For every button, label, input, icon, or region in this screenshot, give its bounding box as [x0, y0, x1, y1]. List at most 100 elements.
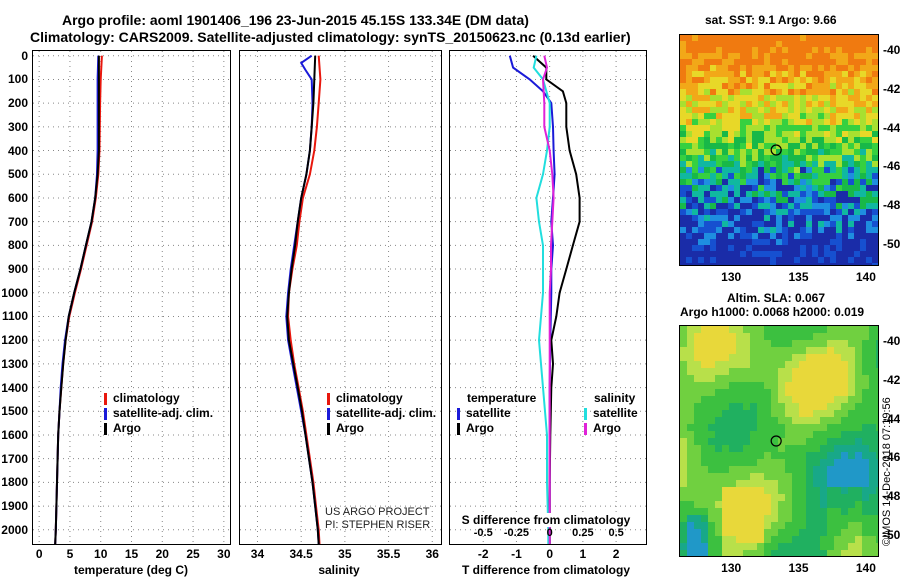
map-cell [764, 83, 771, 90]
map-cell [715, 459, 723, 467]
map-cell [800, 65, 807, 72]
map-cell [834, 389, 842, 397]
map-cell [813, 431, 821, 439]
map-cell [800, 179, 807, 186]
x-tick-label: 35 [338, 547, 352, 561]
map-cell [752, 227, 759, 234]
map-cell [830, 245, 837, 252]
map-cell [848, 263, 855, 265]
map-cell [764, 257, 771, 264]
map-cell [694, 382, 702, 390]
map-cell [806, 445, 814, 453]
map-cell [842, 125, 849, 132]
map-cell [824, 71, 831, 78]
map-cell [776, 161, 783, 168]
map-cell [694, 466, 702, 474]
map-cell [743, 375, 751, 383]
map-cell [876, 480, 878, 488]
map-cell [794, 113, 801, 120]
map-cell [792, 550, 800, 556]
map-cell [722, 65, 729, 72]
map-cell [860, 89, 867, 96]
map-cell [710, 35, 717, 42]
map-cell [701, 431, 709, 439]
map-cell [848, 522, 856, 530]
map-cell [813, 466, 821, 474]
map-cell [736, 536, 744, 544]
map-cell [686, 173, 693, 180]
map-cell [799, 389, 807, 397]
map-cell [794, 197, 801, 204]
map-cell [764, 161, 771, 168]
map-cell [736, 459, 744, 467]
map-cell [848, 445, 856, 453]
map-cell [722, 529, 730, 537]
map-cell [736, 494, 744, 502]
map-cell [860, 233, 867, 240]
map-cell [694, 375, 702, 383]
map-cell [701, 375, 709, 383]
map-cell [866, 65, 873, 72]
map-cell [812, 89, 819, 96]
map-cell [716, 227, 723, 234]
map-cell [872, 221, 878, 228]
map-cell [836, 59, 843, 66]
map-cell [722, 167, 729, 174]
map-cell [812, 65, 819, 72]
map-cell [824, 263, 831, 265]
map-cell [704, 185, 711, 192]
map-cell [698, 167, 705, 174]
map-cell [736, 550, 744, 556]
map-cell [866, 263, 873, 265]
map-cell [708, 543, 716, 551]
map-cell [729, 396, 737, 404]
map-cell [818, 155, 825, 162]
map-cell [869, 382, 877, 390]
map-cell [866, 239, 873, 246]
map-cell [734, 119, 741, 126]
map-cell [848, 239, 855, 246]
map-cell [820, 438, 828, 446]
map-cell [794, 47, 801, 54]
map-cell [855, 382, 863, 390]
map-cell [812, 185, 819, 192]
map-cell [806, 203, 813, 210]
map-cell [785, 536, 793, 544]
map-cell [848, 410, 856, 418]
map-cell [827, 326, 835, 334]
map-cell [800, 251, 807, 258]
map-cell [848, 53, 855, 60]
map-cell [734, 233, 741, 240]
sla-map-title-1: Altim. SLA: 0.067 [727, 291, 826, 305]
map-cell [694, 550, 702, 556]
map-cell [716, 185, 723, 192]
map-cell [841, 487, 849, 495]
map-cell [740, 263, 747, 265]
map-cell [799, 536, 807, 544]
map-cell [776, 41, 783, 48]
map-cell [704, 167, 711, 174]
map-cell [708, 459, 716, 467]
map-cell [855, 515, 863, 523]
map-cell [848, 382, 856, 390]
map-cell [827, 424, 835, 432]
map-cell [842, 137, 849, 144]
map-cell [771, 375, 779, 383]
lon-tick-label: 135 [788, 561, 809, 575]
map-cell [860, 149, 867, 156]
map-cell [813, 438, 821, 446]
map-cell [736, 515, 744, 523]
map-cell [692, 215, 699, 222]
map-cell [855, 445, 863, 453]
map-cell [836, 221, 843, 228]
map-cell [818, 215, 825, 222]
map-cell [722, 239, 729, 246]
map-cell [876, 452, 878, 460]
map-cell [740, 149, 747, 156]
map-cell [778, 473, 786, 481]
x-tick-label: 20 [155, 547, 169, 561]
map-cell [799, 333, 807, 341]
map-cell [710, 215, 717, 222]
map-cell [806, 179, 813, 186]
map-cell [860, 53, 867, 60]
